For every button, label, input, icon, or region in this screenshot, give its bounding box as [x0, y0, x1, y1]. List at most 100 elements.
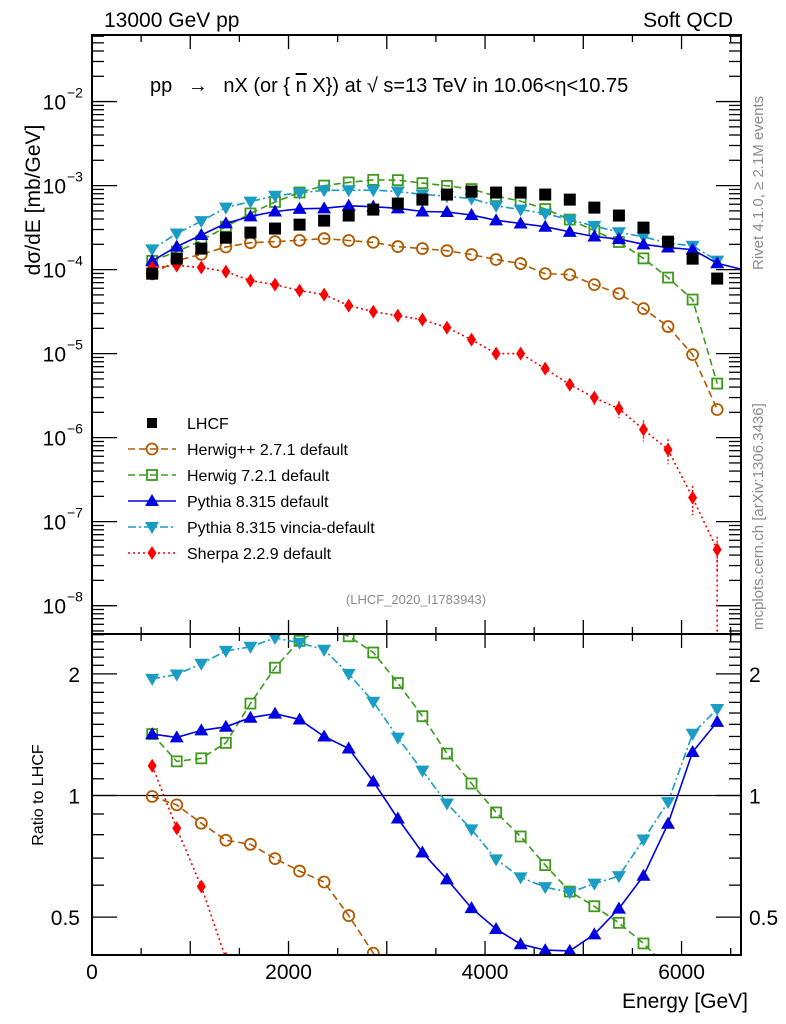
- main-y-tick-label: 10: [43, 512, 66, 535]
- ratio-point-herwig-7-2-1-default: [441, 747, 453, 760]
- data-point-sherpa-2-2-9-default: [270, 277, 280, 292]
- data-point-pythia-8-315-default: [317, 201, 332, 214]
- data-point-pythia-8-315-vincia-default: [243, 196, 258, 209]
- data-point-lhcf: [416, 193, 429, 206]
- data-point-pythia-8-315-vincia-default: [145, 244, 160, 257]
- data-point-lhcf: [293, 218, 306, 231]
- ratio-y-tick-label-left: 1: [68, 786, 80, 809]
- main-y-tick-label: 10: [43, 428, 66, 451]
- ratio-point-pythia-8-315-vincia-default: [169, 669, 184, 682]
- ratio-point-pythia-8-315-default: [243, 710, 258, 723]
- data-point-herwig-2-7-1-default: [538, 267, 552, 281]
- rivet-label: Rivet 4.1.0, ≥ 2.1M events: [750, 96, 767, 270]
- data-point-lhcf: [318, 214, 331, 227]
- legend-marker-herwig-2-7-1-default: [145, 442, 159, 456]
- ratio-point-pythia-8-315-vincia-default: [292, 637, 307, 650]
- data-point-sherpa-2-2-9-default: [589, 390, 599, 405]
- data-point-sherpa-2-2-9-default: [344, 298, 354, 313]
- data-point-herwig-2-7-1-default: [514, 257, 528, 270]
- ratio-y-axis-label: Ratio to LHCF: [30, 744, 47, 846]
- ratio-point-sherpa-2-2-9-default: [246, 1020, 255, 1024]
- main-y-tick-label: 10: [43, 260, 66, 283]
- main-y-tick-label: 10: [43, 344, 66, 367]
- ratio-point-pythia-8-315-default: [415, 845, 430, 858]
- main-y-tick-exponent: −3: [67, 169, 83, 185]
- data-point-sherpa-2-2-9-default: [245, 273, 255, 288]
- ratio-point-pythia-8-315-default: [513, 937, 528, 950]
- plot-title: pp → nX (or { n X}) at √ s=13 TeV in 10.…: [150, 75, 628, 97]
- data-point-lhcf: [539, 188, 552, 201]
- x-axis-label: Energy [GeV]: [622, 990, 748, 1013]
- ratio-point-pythia-8-315-vincia-default: [636, 834, 651, 847]
- ratio-axis-ticks: 0.5 0.5 1 1 2 2 0 2000 4000 6000: [51, 634, 778, 984]
- ratio-line-herwig-7-2-1-default: [151, 634, 657, 955]
- series-line-sherpa-2-2-9-default: [152, 264, 718, 551]
- main-axis-ticks: 10−210−310−410−510−610−710−8: [43, 35, 741, 634]
- data-point-sherpa-2-2-9-default: [491, 346, 501, 361]
- data-point-lhcf: [391, 197, 404, 210]
- title-nbar: n: [296, 75, 307, 97]
- mcplots-label: mcplots.cern.ch [arXiv:1306.3436]: [750, 403, 767, 630]
- ratio-point-herwig-7-2-1-default: [342, 634, 355, 643]
- data-point-lhcf: [711, 272, 724, 285]
- data-point-pythia-8-315-default: [169, 239, 184, 252]
- data-point-lhcf: [612, 209, 625, 222]
- x-tick-label: 2000: [265, 961, 312, 984]
- ratio-point-herwig-2-7-1-default: [244, 837, 257, 851]
- ratio-point-pythia-8-315-vincia-default: [562, 887, 577, 900]
- data-point-pythia-8-315-vincia-default: [194, 216, 209, 229]
- ratio-line-sherpa-2-2-9-default: [151, 765, 226, 955]
- legend-marker-pythia-8-315-vincia-default: [145, 522, 159, 534]
- data-point-lhcf: [637, 221, 650, 234]
- title-part-c: X}) at: [312, 75, 366, 97]
- legend-marker-pythia-8-315-default: [145, 494, 159, 506]
- ratio-point-herwig-7-2-1-default: [416, 710, 429, 723]
- data-point-sherpa-2-2-9-default: [368, 304, 378, 319]
- ratio-point-herwig-7-2-1-default: [269, 661, 281, 674]
- data-point-lhcf: [146, 267, 159, 280]
- legend-label-sherpa-2-2-9-default: Sherpa 2.2.9 default: [187, 546, 332, 563]
- data-point-lhcf: [367, 203, 380, 216]
- ratio-point-pythia-8-315-vincia-default: [611, 871, 626, 884]
- title-part-a: pp: [150, 75, 172, 97]
- data-point-herwig-7-2-1-default: [686, 293, 699, 306]
- ratio-point-pythia-8-315-vincia-default: [145, 673, 160, 686]
- data-point-pythia-8-315-vincia-default: [218, 202, 233, 215]
- data-point-sherpa-2-2-9-default: [221, 264, 231, 279]
- data-point-sherpa-2-2-9-default: [638, 422, 648, 437]
- ratio-point-herwig-7-2-1-default: [195, 752, 208, 765]
- data-point-pythia-8-315-vincia-default: [489, 200, 504, 213]
- ratio-point-herwig-2-7-1-default: [145, 790, 159, 803]
- data-point-sherpa-2-2-9-default: [442, 320, 452, 335]
- data-point-lhcf: [588, 201, 601, 214]
- ratio-point-pythia-8-315-default: [292, 712, 307, 725]
- data-point-pythia-8-315-default: [415, 204, 430, 217]
- ratio-point-herwig-2-7-1-default: [317, 875, 331, 889]
- main-y-tick-exponent: −5: [67, 337, 83, 353]
- main-y-tick-label: 10: [43, 596, 66, 619]
- data-point-herwig-2-7-1-default: [317, 232, 331, 245]
- data-point-sherpa-2-2-9-default: [688, 490, 698, 505]
- data-point-herwig-2-7-1-default: [440, 244, 454, 258]
- ratio-point-pythia-8-315-default: [218, 719, 233, 732]
- ratio-point-pythia-8-315-default: [685, 744, 700, 757]
- data-point-pythia-8-315-default: [464, 207, 479, 220]
- data-point-pythia-8-315-default: [710, 256, 725, 269]
- ratio-point-sherpa-2-2-9-default: [223, 951, 228, 955]
- ratio-point-herwig-7-2-1-default: [219, 736, 232, 749]
- ratio-line-pythia-8-315-vincia-default: [152, 637, 718, 894]
- data-point-pythia-8-315-default: [145, 253, 160, 266]
- data-point-herwig-2-7-1-default: [415, 242, 429, 255]
- data-point-pythia-8-315-default: [513, 216, 528, 229]
- ratio-point-pythia-8-315-default: [268, 706, 283, 719]
- ratio-point-herwig-7-2-1-default: [391, 677, 404, 689]
- x-tick-label: 0: [86, 961, 98, 984]
- ratio-point-pythia-8-315-vincia-default: [415, 765, 430, 778]
- ratio-point-pythia-8-315-default: [145, 727, 160, 740]
- ratio-point-sherpa-2-2-9-default: [196, 879, 206, 894]
- data-point-lhcf: [563, 193, 576, 206]
- ratio-y-tick-label-right: 1: [749, 786, 761, 809]
- data-point-pythia-8-315-vincia-default: [268, 190, 283, 203]
- ratio-point-pythia-8-315-vincia-default: [538, 882, 553, 895]
- data-point-sherpa-2-2-9-default: [295, 283, 305, 298]
